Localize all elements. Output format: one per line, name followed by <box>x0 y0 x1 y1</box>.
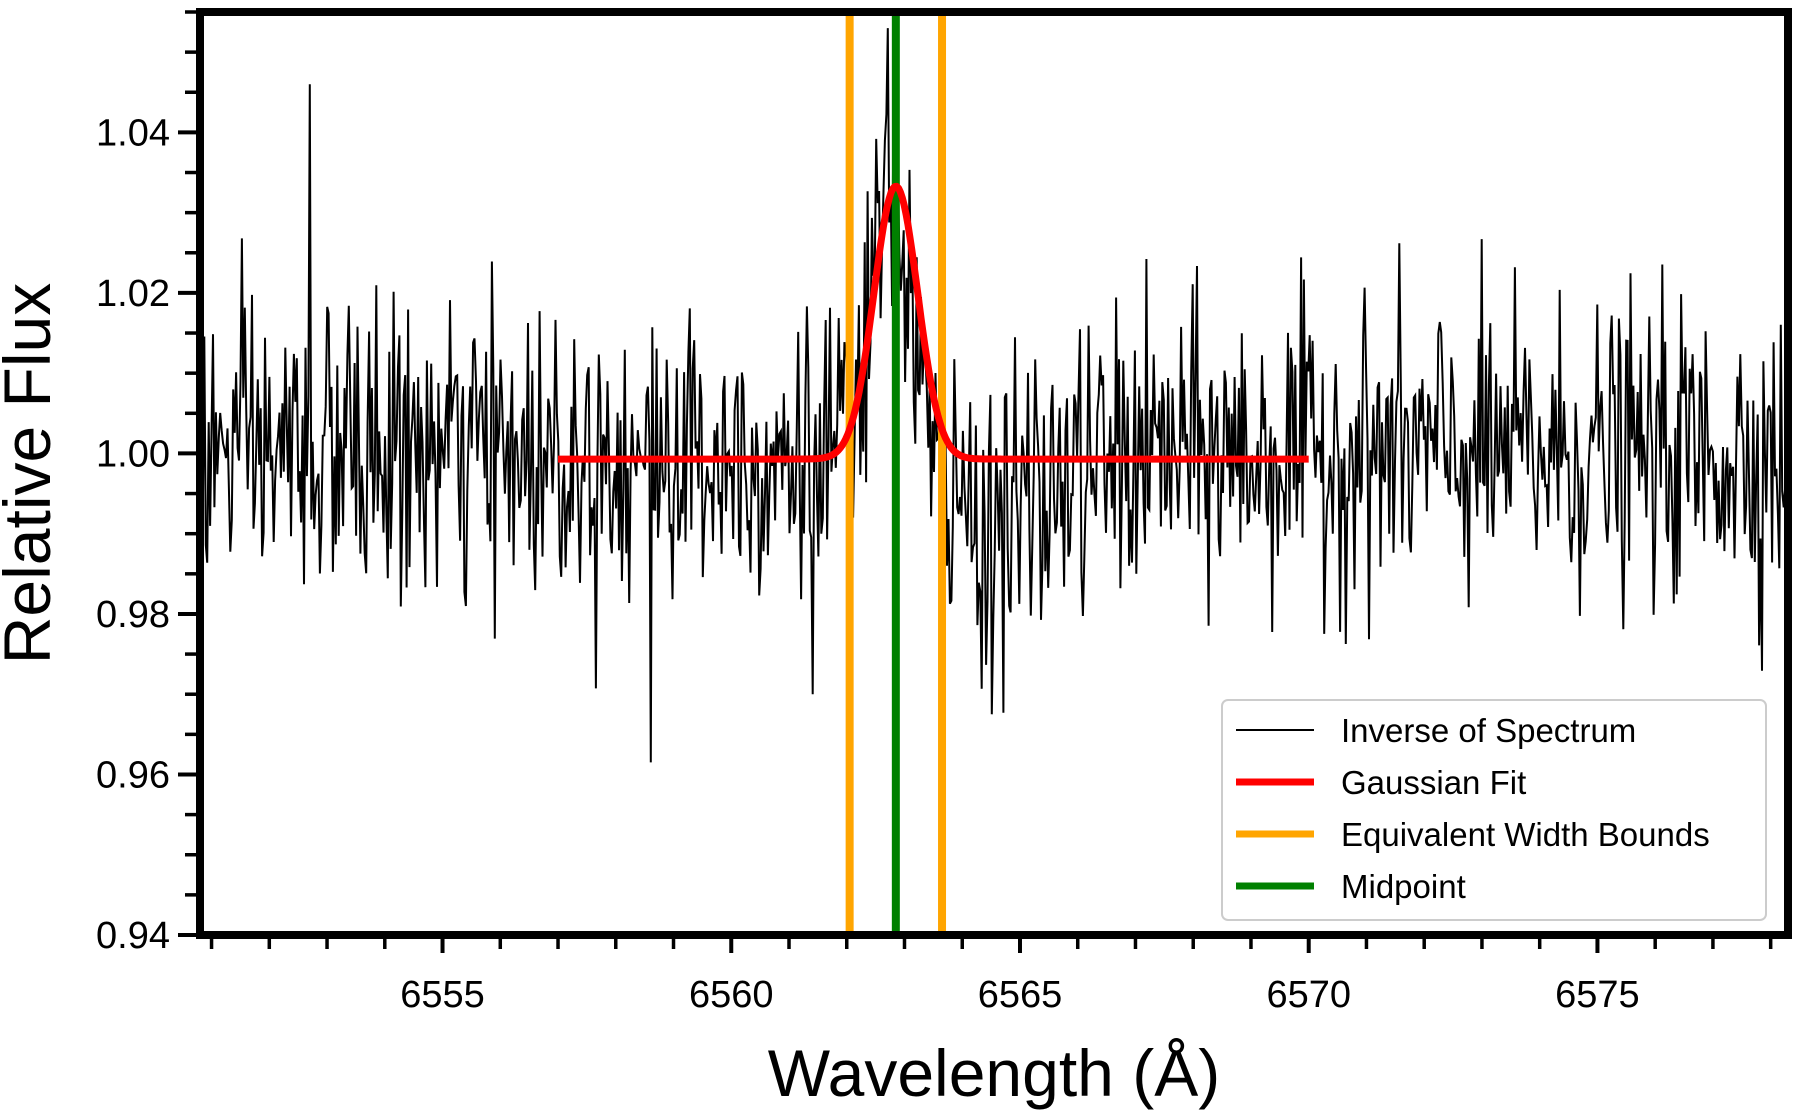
y-tick-label: 1.04 <box>96 112 170 154</box>
labels-layer: Wavelength (Å) Relative Flux <box>0 283 1220 1110</box>
y-tick-label: 0.94 <box>96 915 170 957</box>
gaussian-fit-line <box>556 182 1311 463</box>
y-tick-label: 0.96 <box>96 754 170 796</box>
x-axis-label: Wavelength (Å) <box>768 1036 1220 1110</box>
x-tick-label: 6555 <box>400 974 485 1016</box>
legend-label: Midpoint <box>1341 868 1466 905</box>
spectrum-line <box>200 28 1788 763</box>
x-tick-label: 6560 <box>689 974 774 1016</box>
ticks-layer: 6555 6560 6565 6570 6575 0.94 0.96 0.98 1.00 1.02… <box>96 10 1773 1016</box>
x-tick-label: 6570 <box>1266 974 1351 1016</box>
data-layer <box>200 12 1788 935</box>
legend-label: Gaussian Fit <box>1341 764 1526 801</box>
plot-frame <box>196 8 1792 939</box>
y-tick-label: 1.00 <box>96 433 170 475</box>
legend-label: Inverse of Spectrum <box>1341 712 1636 749</box>
y-tick-label: 1.02 <box>96 273 170 315</box>
y-tick-label: 0.98 <box>96 594 170 636</box>
y-axis-label: Relative Flux <box>0 283 64 664</box>
x-tick-label: 6575 <box>1555 974 1640 1016</box>
legend-label: Equivalent Width Bounds <box>1341 816 1710 853</box>
legend: Inverse of Spectrum Gaussian Fit Equivalen… <box>1221 699 1767 921</box>
legend-box <box>1221 699 1767 921</box>
x-tick-label: 6565 <box>978 974 1063 1016</box>
